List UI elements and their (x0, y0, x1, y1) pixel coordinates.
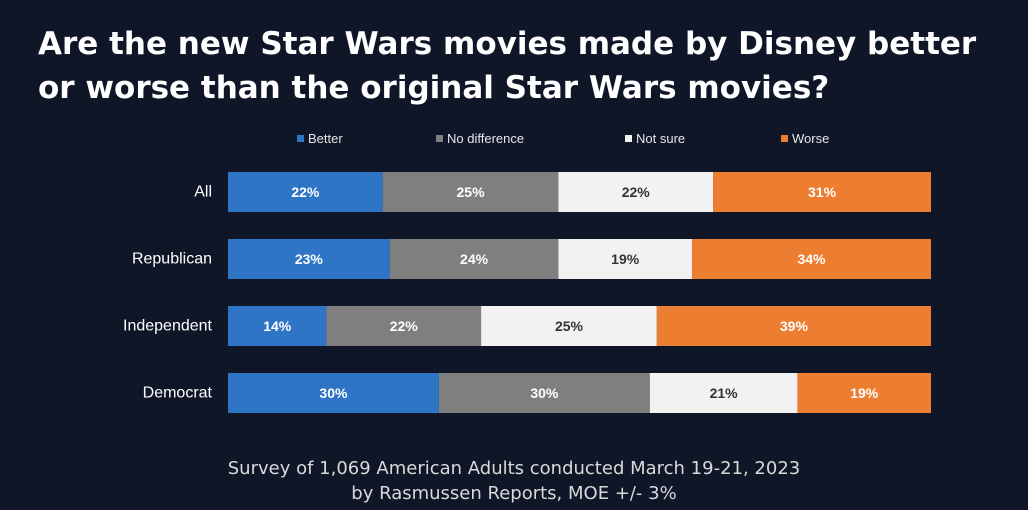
bar-independent-no-difference (326, 306, 482, 346)
bar-democrat-better (228, 373, 439, 413)
data-label-democrat-no-difference: 30% (530, 385, 559, 401)
bar-independent-not-sure (481, 306, 657, 346)
bar-independent-better (228, 306, 327, 346)
legend-swatch-no-difference (436, 134, 443, 142)
footer-line-2: by Rasmussen Reports, MOE +/- 3% (351, 483, 677, 504)
data-label-republican-worse: 34% (797, 251, 826, 267)
bar-all-no-difference (382, 172, 559, 212)
bar-all-not-sure (558, 172, 714, 212)
data-label-all-not-sure: 22% (622, 184, 651, 200)
survey-footer: Survey of 1,069 American Adults conducte… (0, 456, 1028, 506)
data-label-all-worse: 31% (808, 184, 837, 200)
row-label-democrat: Democrat (143, 385, 213, 402)
data-label-republican-better: 23% (295, 251, 324, 267)
row-label-all: All (194, 184, 212, 201)
data-label-republican-no-difference: 24% (460, 251, 489, 267)
bar-all-better (228, 172, 383, 212)
data-label-independent-not-sure: 25% (555, 318, 584, 334)
bar-republican-better (228, 239, 390, 279)
data-label-democrat-worse: 19% (850, 385, 879, 401)
legend-item-better: Better (297, 128, 343, 148)
bar-republican-not-sure (558, 239, 692, 279)
stacked-bar-chart: All 22% 25% 22% 31% Republican 23% 24% 19% 34% Ind… (123, 172, 931, 413)
data-label-democrat-not-sure: 21% (710, 385, 739, 401)
legend-label-not-sure: Not sure (636, 130, 686, 146)
legend-item-not-sure: Not sure (625, 128, 685, 148)
legend-label-no-difference: No difference (447, 130, 525, 146)
row-label-republican: Republican (132, 251, 212, 268)
data-label-all-better: 22% (291, 184, 320, 200)
bar-democrat-no-difference (438, 373, 650, 413)
data-label-independent-better: 14% (263, 318, 292, 334)
bar-democrat-not-sure (649, 373, 798, 413)
chart-title: Are the new Star Wars movies made by Dis… (38, 26, 977, 106)
bar-republican-worse (691, 239, 931, 279)
row-label-independent: Independent (123, 318, 213, 335)
bar-all-worse (713, 172, 931, 212)
chart-legend: Better No difference Not sure Worse (0, 128, 1028, 148)
bar-independent-worse (656, 306, 931, 346)
legend-label-worse: Worse (792, 130, 830, 146)
legend-swatch-better (297, 134, 304, 142)
legend-swatch-not-sure (625, 134, 632, 142)
bar-democrat-worse (797, 373, 931, 413)
data-label-independent-no-difference: 22% (390, 318, 419, 334)
legend-item-worse: Worse (781, 128, 829, 148)
data-label-republican-not-sure: 19% (611, 251, 640, 267)
data-label-all-no-difference: 25% (457, 184, 486, 200)
data-label-independent-worse: 39% (780, 318, 809, 334)
legend-item-no-difference: No difference (436, 128, 524, 148)
footer-line-1: Survey of 1,069 American Adults conducte… (227, 458, 801, 479)
bar-republican-no-difference (389, 239, 559, 279)
legend-label-better: Better (308, 130, 343, 146)
data-label-democrat-better: 30% (319, 385, 348, 401)
legend-swatch-worse (781, 134, 788, 142)
